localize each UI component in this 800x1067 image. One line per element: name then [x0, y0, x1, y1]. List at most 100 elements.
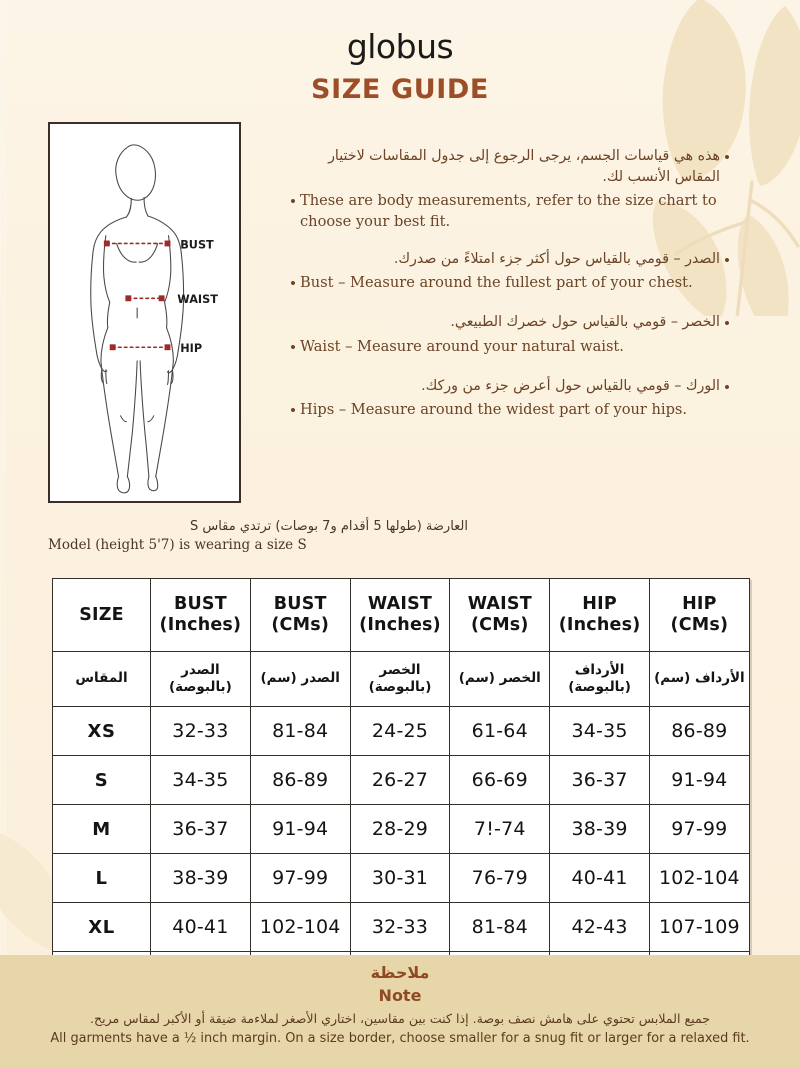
header-hip-inches-ar-l2: (بالبوصة) [568, 679, 631, 695]
header-hip-inches-ar-l1: الأرداف [574, 661, 625, 678]
header-waist-inches-l1: WAIST [367, 594, 433, 614]
cell-waist-inches: 26-27 [349, 755, 451, 805]
table-row: S 34-35 86-89 26-27 66-69 36-37 91-94 [52, 755, 750, 805]
instruction-text-ar: هذه هي قياسات الجسم، يرجى الرجوع إلى جدو… [328, 148, 720, 186]
header-bust-inches-ar-l2: (بالبوصة) [169, 679, 232, 695]
header-waist-inches-ar-l1: الخصر [379, 661, 421, 678]
table-row: L 38-39 97-99 30-31 76-79 40-41 102-104 [52, 853, 750, 903]
instruction-group-general: • هذه هي قياسات الجسم، يرجى الرجوع إلى ج… [286, 146, 734, 232]
header-waist-cms: WAIST (CMs) [449, 578, 551, 652]
header-hip-inches: HIP (Inches) [549, 578, 650, 652]
cell-bust-cms: 91-94 [249, 804, 351, 854]
model-caption-en: Model (height 5'7) is wearing a size S [48, 537, 307, 554]
bullet-dot-icon: • [724, 315, 730, 333]
figure-label-hip: HIP [180, 342, 202, 355]
cell-size: L [52, 853, 151, 903]
note-body-en: All garments have a ½ inch margin. On a … [50, 1030, 750, 1046]
table-row: M 36-37 91-94 28-29 7!-74 38-39 97-99 [52, 804, 750, 854]
cell-waist-inches: 28-29 [349, 804, 451, 854]
cell-bust-cms: 97-99 [249, 853, 351, 903]
cell-hip-cms: 91-94 [648, 755, 750, 805]
cell-hip-inches: 40-41 [549, 853, 650, 903]
instruction-text-ar: الورك – قومي بالقياس حول أعرض جزء من ورك… [421, 377, 720, 394]
note-title-en: Note [378, 985, 422, 1005]
bullet-dot-icon: • [724, 378, 730, 396]
header-bust-inches-ar: الصدر (بالبوصة) [150, 651, 251, 707]
header-hip-inches-ar: الأرداف (بالبوصة) [549, 651, 650, 707]
instruction-row-ar: • الورك – قومي بالقياس حول أعرض جزء من و… [286, 376, 734, 399]
header-bust-inches-ar-l1: الصدر [181, 661, 220, 678]
instruction-group-hips: • الورك – قومي بالقياس حول أعرض جزء من و… [286, 376, 734, 423]
cell-hip-cms: 107-109 [648, 902, 750, 952]
cell-hip-inches: 34-35 [549, 706, 650, 756]
instruction-group-waist: • الخصر – قومي بالقياس حول خصرك الطبيعي.… [286, 312, 734, 359]
instruction-row-en: • Waist – Measure around your natural wa… [286, 336, 734, 359]
cell-size: S [52, 755, 151, 805]
cell-hip-inches: 36-37 [549, 755, 650, 805]
cell-bust-inches: 40-41 [150, 902, 251, 952]
header-waist-inches: WAIST (Inches) [349, 578, 451, 652]
header-bust-cms-l1: BUST [273, 594, 327, 614]
header-bust-cms: BUST (CMs) [249, 578, 351, 652]
cell-bust-inches: 32-33 [150, 706, 251, 756]
instruction-row-en: • These are body measurements, refer to … [286, 190, 734, 232]
cell-size: XS [52, 706, 151, 756]
bullet-dot-icon: • [724, 149, 730, 166]
page-title: SIZE GUIDE [311, 74, 489, 105]
bullet-dot-icon: • [724, 251, 730, 269]
instruction-row-en: • Bust – Measure around the fullest part… [286, 272, 734, 295]
figure-label-bust: BUST [180, 238, 214, 251]
header-waist-cms-l1: WAIST [467, 594, 532, 614]
measurement-instructions: • هذه هي قياسات الجسم، يرجى الرجوع إلى ج… [286, 146, 734, 423]
header-bust-inches-l2: (Inches) [159, 615, 242, 635]
cell-waist-cms: 61-64 [449, 706, 551, 756]
instruction-text-en: These are body measurements, refer to th… [300, 191, 717, 230]
figure-label-waist: WAIST [177, 293, 218, 306]
header-hip-cms-l2: (CMs) [670, 615, 729, 635]
header-bust-cms-ar-l1: الصدر (سم) [260, 670, 340, 687]
cell-waist-cms: 76-79 [449, 853, 551, 903]
instruction-row-ar: • هذه هي قياسات الجسم، يرجى الرجوع إلى ج… [286, 146, 734, 189]
header-waist-cms-ar: الخصر (سم) [449, 651, 551, 707]
brand-logo: globus [346, 27, 454, 66]
cell-size: XL [52, 902, 151, 952]
model-caption-ar: العارضة (طولها 5 أقدام و7 بوصات) ترتدي م… [189, 519, 468, 534]
header-hip-inches-l1: HIP [582, 594, 617, 614]
note-title-ar: ملاحظة [370, 963, 430, 982]
header-size-l1: SIZE [79, 604, 124, 625]
header-waist-inches-l2: (Inches) [359, 615, 441, 635]
instruction-row-ar: • الخصر – قومي بالقياس حول خصرك الطبيعي. [286, 312, 734, 335]
note-body-ar: جميع الملابس تحتوي على هامش نصف بوصة. إذ… [89, 1010, 711, 1026]
bullet-dot-icon: • [290, 192, 296, 210]
note-section: ملاحظة Note جميع الملابس تحتوي على هامش … [0, 955, 800, 1067]
header-size-ar: المقاس [52, 651, 151, 707]
model-caption: العارضة (طولها 5 أقدام و7 بوصات) ترتدي م… [48, 518, 468, 556]
instruction-text-en: Bust – Measure around the fullest part o… [300, 274, 693, 292]
table-row: XS 32-33 81-84 24-25 61-64 34-35 86-89 [52, 706, 750, 756]
cell-hip-inches: 38-39 [549, 804, 650, 854]
cell-bust-cms: 81-84 [249, 706, 351, 756]
header-bust-cms-l2: (CMs) [271, 615, 330, 635]
header-hip-cms: HIP (CMs) [648, 578, 750, 652]
header-hip-inches-l2: (Inches) [558, 615, 641, 635]
cell-bust-cms: 102-104 [249, 902, 351, 952]
header-bust-inches: BUST (Inches) [150, 578, 251, 652]
size-chart-table: SIZE BUST (Inches) BUST (CMs) WAIST (Inc… [52, 578, 750, 1001]
bullet-dot-icon: • [290, 338, 296, 356]
table-row: XL 40-41 102-104 32-33 81-84 42-43 107-1… [52, 902, 750, 952]
table-header-row-ar: المقاس الصدر (بالبوصة) الصدر (سم) الخصر … [52, 651, 750, 707]
header-waist-cms-l2: (CMs) [470, 615, 529, 635]
model-figure-illustration: BUST WAIST HIP [48, 122, 241, 503]
cell-bust-inches: 34-35 [150, 755, 251, 805]
cell-waist-cms: 81-84 [449, 902, 551, 952]
header-hip-cms-l1: HIP [682, 594, 717, 614]
cell-size: M [52, 804, 151, 854]
cell-hip-cms: 86-89 [648, 706, 750, 756]
header-hip-cms-ar: الأرداف (سم) [648, 651, 750, 707]
header-waist-inches-ar-l2: (بالبوصة) [368, 679, 432, 695]
cell-bust-cms: 86-89 [249, 755, 351, 805]
table-header-row-en: SIZE BUST (Inches) BUST (CMs) WAIST (Inc… [52, 578, 750, 652]
instruction-row-ar: • الصدر – قومي بالقياس حول أكثر جزء امتل… [286, 249, 734, 272]
cell-waist-inches: 30-31 [349, 853, 451, 903]
